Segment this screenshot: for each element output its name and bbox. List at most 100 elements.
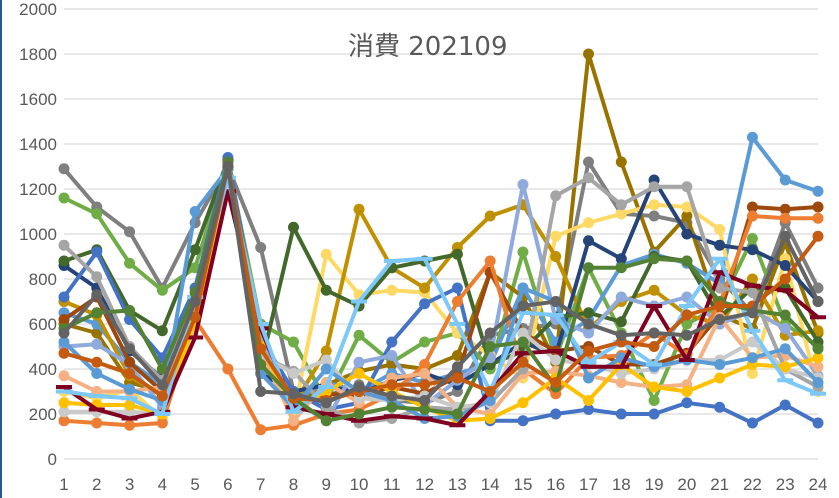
- data-point-marker: [386, 379, 398, 391]
- data-point-marker: [156, 390, 168, 402]
- data-point-marker: [189, 206, 201, 217]
- data-point-marker: [714, 372, 726, 384]
- x-tick-label: 13: [448, 475, 467, 494]
- data-point-marker: [812, 352, 824, 364]
- data-point-marker: [615, 377, 627, 388]
- data-point-marker: [58, 314, 70, 325]
- data-point-marker: [681, 201, 693, 213]
- data-point-marker: [58, 336, 70, 348]
- chart-left-border: [0, 0, 2, 498]
- data-point-marker: [583, 372, 595, 384]
- data-point-marker: [58, 397, 70, 409]
- data-point-marker: [550, 230, 562, 242]
- data-point-marker: [517, 327, 529, 339]
- data-point-marker: [419, 282, 431, 294]
- data-point-marker: [58, 255, 70, 267]
- x-tick-label: 15: [513, 475, 532, 494]
- data-point-marker: [419, 336, 431, 348]
- x-tick-label: 19: [645, 475, 664, 494]
- series-line: [62, 160, 820, 403]
- data-point-marker: [91, 271, 103, 283]
- data-point-marker: [714, 401, 726, 413]
- data-point-marker: [779, 273, 791, 285]
- data-point-marker: [615, 199, 627, 211]
- y-tick-label: 1600: [19, 90, 57, 109]
- data-point-marker: [484, 413, 496, 424]
- data-point-marker: [124, 305, 136, 316]
- data-point-marker: [615, 262, 627, 274]
- data-point-marker: [287, 388, 299, 400]
- data-point-marker: [550, 408, 562, 420]
- data-point-marker: [124, 226, 136, 238]
- data-point-marker: [681, 255, 693, 267]
- data-point-marker: [812, 377, 824, 388]
- data-point-marker: [583, 156, 595, 168]
- data-point-marker: [353, 203, 365, 215]
- data-point-marker: [779, 230, 791, 242]
- data-point-marker: [615, 156, 627, 168]
- data-point-marker: [124, 419, 136, 431]
- y-tick-label: 1800: [19, 45, 57, 64]
- data-point-marker: [550, 251, 562, 262]
- data-point-marker: [58, 347, 70, 359]
- data-point-marker: [648, 341, 660, 352]
- data-point-marker: [583, 235, 595, 247]
- x-tick-label: 22: [743, 475, 762, 494]
- data-point-marker: [615, 408, 627, 420]
- data-point-marker: [550, 377, 562, 388]
- data-point-marker: [550, 296, 562, 307]
- data-point-marker: [583, 172, 595, 184]
- data-point-marker: [451, 361, 463, 373]
- data-point-marker: [58, 192, 70, 204]
- data-point-marker: [812, 343, 824, 355]
- data-point-marker: [779, 260, 791, 271]
- data-point-marker: [419, 379, 431, 391]
- series-s22: [58, 161, 824, 409]
- data-point-marker: [681, 329, 693, 341]
- data-point-marker: [58, 327, 70, 339]
- data-point-marker: [583, 345, 595, 357]
- data-point-marker: [648, 199, 660, 211]
- data-point-marker: [681, 318, 693, 330]
- data-point-marker: [583, 404, 595, 415]
- data-point-marker: [287, 368, 299, 379]
- data-point-marker: [714, 359, 726, 370]
- data-point-marker: [91, 417, 103, 429]
- data-point-marker: [714, 239, 726, 251]
- data-point-marker: [517, 282, 529, 294]
- x-tick-label: 14: [481, 475, 500, 494]
- data-point-marker: [451, 282, 463, 294]
- x-tick-label: 4: [158, 475, 167, 494]
- data-point-marker: [156, 284, 168, 296]
- x-tick-label: 20: [677, 475, 696, 494]
- data-point-marker: [255, 424, 267, 436]
- data-point-marker: [255, 386, 267, 397]
- data-point-marker: [615, 291, 627, 303]
- y-tick-label: 200: [29, 405, 57, 424]
- data-point-marker: [746, 201, 758, 213]
- data-point-marker: [419, 359, 431, 370]
- data-point-marker: [746, 417, 758, 429]
- data-point-marker: [615, 368, 627, 379]
- data-point-marker: [681, 386, 693, 397]
- x-tick-label: 9: [322, 475, 331, 494]
- series-line: [62, 164, 820, 405]
- data-point-marker: [812, 212, 824, 224]
- x-tick-label: 11: [383, 475, 401, 494]
- x-tick-label: 5: [190, 475, 199, 494]
- data-point-marker: [287, 415, 299, 427]
- data-point-marker: [419, 368, 431, 379]
- data-point-marker: [91, 356, 103, 368]
- data-point-marker: [91, 246, 103, 258]
- data-point-marker: [746, 244, 758, 256]
- data-point-marker: [615, 316, 627, 328]
- data-point-marker: [583, 217, 595, 229]
- data-point-marker: [451, 296, 463, 307]
- data-point-marker: [484, 255, 496, 267]
- data-point-marker: [156, 363, 168, 375]
- data-point-marker: [746, 287, 758, 298]
- data-point-marker: [451, 372, 463, 384]
- data-point-marker: [779, 309, 791, 321]
- data-point-marker: [386, 390, 398, 402]
- y-tick-label: 400: [29, 360, 57, 379]
